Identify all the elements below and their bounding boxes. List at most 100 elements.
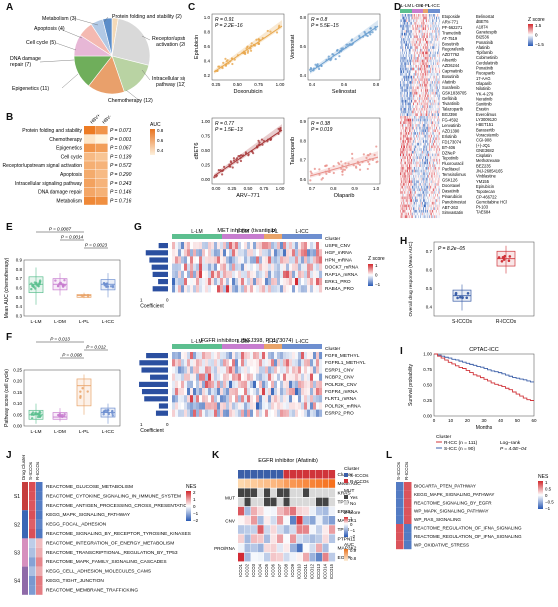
heat-cell <box>423 175 425 178</box>
panel-label-j: J <box>6 450 12 461</box>
heat-cell <box>422 78 424 82</box>
data-point <box>81 387 84 390</box>
heat-cell <box>407 169 409 173</box>
heat-cell <box>425 48 427 52</box>
legend-entry: R-ICC (n = 111) <box>444 440 478 446</box>
heat-cell <box>259 409 263 417</box>
heat-cell <box>415 99 417 103</box>
heat-cell <box>410 134 412 138</box>
heat-cell <box>434 91 436 95</box>
heat-cell <box>290 516 297 525</box>
heat-cell <box>430 81 432 84</box>
heat-cell <box>435 172 437 176</box>
drug-label: Fluorouracil <box>442 161 463 166</box>
heat-cell <box>274 278 278 286</box>
heat-cell <box>404 54 406 57</box>
heat-cell <box>432 62 434 66</box>
heat-cell <box>217 242 221 250</box>
heat-cell <box>408 169 410 173</box>
heat-cell <box>404 40 406 44</box>
heat-cell <box>435 107 437 111</box>
heat-cell <box>423 150 425 154</box>
drug-label: AT-7519 <box>442 36 458 41</box>
heat-cell <box>423 59 425 63</box>
heat-cell <box>400 196 402 200</box>
heat-cell <box>436 27 438 31</box>
heat-cell <box>290 488 297 497</box>
heat-cell <box>408 158 410 162</box>
heat-cell <box>244 249 248 257</box>
panel-label-g: G <box>134 222 142 233</box>
heat-cell <box>436 105 438 108</box>
heat-cell <box>401 124 403 127</box>
heat-cell <box>414 38 416 41</box>
heat-cell <box>187 256 191 264</box>
heat-cell <box>431 16 433 20</box>
heat-cell <box>406 207 408 210</box>
data-point <box>508 255 512 258</box>
heat-cell <box>407 148 409 151</box>
heat-cell <box>264 543 271 553</box>
heat-cell <box>421 177 423 181</box>
heat-cell <box>439 148 441 151</box>
heat-cell <box>435 134 437 138</box>
heat-cell <box>417 35 419 39</box>
y-label: Overall drug response (Mean AUC) <box>408 241 414 316</box>
heat-cell <box>214 242 218 250</box>
heat-cell <box>438 73 440 76</box>
heat-cell <box>412 56 414 60</box>
heat-cell <box>426 16 428 20</box>
heat-cell <box>202 402 206 410</box>
heat-cell <box>256 278 260 286</box>
drug-label: Paclitaxel <box>442 167 460 172</box>
heat-cell <box>419 54 421 57</box>
heat-cell <box>283 388 287 396</box>
heat-cell <box>184 352 188 360</box>
coef-bar <box>145 250 168 256</box>
heat-cell <box>304 366 308 374</box>
heat-cell <box>220 409 224 417</box>
drug-label: Epirubicin <box>476 184 495 189</box>
data-point <box>79 390 82 393</box>
scatter-point <box>312 69 315 72</box>
heat-cell <box>415 148 417 151</box>
heat-cell <box>439 14 441 17</box>
heat-cell <box>292 242 296 250</box>
heat-cell <box>410 105 412 108</box>
heat-cell <box>430 89 432 92</box>
heat-cell <box>434 48 436 52</box>
heat-cell <box>403 215 405 219</box>
heat-cell <box>408 24 410 28</box>
heat-cell <box>415 199 417 202</box>
heat-cell <box>415 97 417 100</box>
heat-cell <box>400 180 402 184</box>
heat-cell <box>409 209 411 213</box>
scatter-point <box>340 167 343 170</box>
heat-cell <box>433 62 435 66</box>
heat-cell <box>403 175 405 178</box>
heat-cell <box>184 270 188 279</box>
heat-cell <box>407 185 409 189</box>
heat-cell <box>402 142 404 146</box>
heat-cell <box>407 107 409 111</box>
heat-cell <box>402 24 404 28</box>
heat-cell <box>405 150 407 154</box>
heat-cell <box>409 30 411 33</box>
heat-cell <box>438 99 440 103</box>
scatter-point <box>260 138 264 141</box>
heat-cell <box>435 56 437 60</box>
heat-cell <box>422 56 424 60</box>
heat-cell <box>406 161 408 165</box>
heat-cell <box>414 180 416 184</box>
heat-cell <box>419 156 421 159</box>
heat-cell <box>406 14 408 17</box>
scatter-point <box>338 55 341 58</box>
heat-cell <box>425 59 427 63</box>
drug-label: BI2536 <box>476 35 490 40</box>
heat-cell <box>402 116 404 119</box>
box <box>100 279 116 291</box>
scatter-point <box>346 43 349 46</box>
heat-cell <box>403 140 405 143</box>
heat-cell <box>423 16 425 20</box>
drug-label: GSK126 <box>442 178 458 183</box>
